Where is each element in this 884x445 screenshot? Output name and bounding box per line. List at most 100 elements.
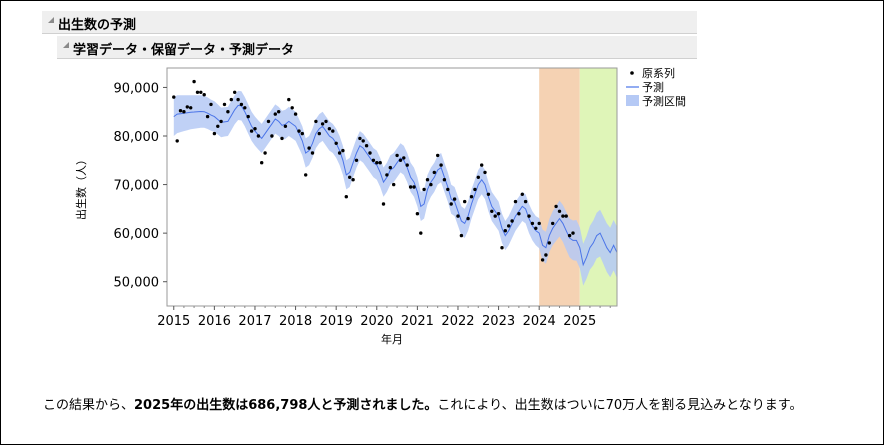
data-point	[392, 182, 396, 187]
data-point	[388, 165, 392, 170]
data-point	[375, 161, 379, 165]
data-point	[527, 214, 531, 218]
data-point	[270, 134, 274, 138]
data-point	[246, 114, 250, 119]
data-point	[402, 156, 406, 160]
data-point	[229, 97, 233, 102]
data-point	[283, 124, 288, 128]
data-point	[439, 163, 443, 167]
plot-frame	[166, 67, 618, 307]
data-point	[544, 253, 548, 257]
data-point	[503, 229, 507, 233]
y-tick-label: 80,000	[114, 130, 160, 145]
data-point	[473, 187, 477, 192]
data-point	[280, 136, 284, 141]
legend-label-forecast: 予測	[642, 80, 664, 94]
x-tick-label: 2019	[320, 314, 353, 329]
legend-marker-interval	[626, 95, 639, 106]
data-point	[222, 102, 227, 107]
data-point	[500, 246, 504, 250]
data-point	[408, 185, 413, 189]
y-tick-label: 90,000	[114, 81, 160, 96]
data-point	[571, 231, 575, 235]
data-point	[567, 233, 572, 238]
caption-text-after: これにより、出生数はついに70万人を割る見込みとなります。	[437, 398, 803, 413]
data-point	[243, 106, 247, 110]
x-tick-label: 2024	[523, 314, 556, 329]
x-tick-label: 2016	[198, 314, 231, 329]
sub-outline-header[interactable]: 学習データ・保留データ・予測データ	[57, 36, 697, 59]
data-point	[310, 151, 315, 155]
data-point	[557, 209, 562, 213]
data-point	[249, 129, 254, 133]
x-tick-label: 2022	[441, 314, 474, 329]
x-axis-label: 年月	[381, 332, 403, 346]
x-tick-label: 2020	[360, 314, 393, 329]
data-point	[216, 124, 220, 128]
data-point	[490, 209, 494, 213]
data-point	[520, 192, 524, 196]
data-point	[331, 129, 335, 133]
data-point	[256, 134, 261, 138]
data-point	[273, 112, 277, 116]
data-point	[236, 97, 240, 102]
y-axis-label: 出生数（人）	[74, 154, 88, 220]
data-point	[219, 119, 223, 124]
data-point	[381, 202, 386, 206]
disclosure-triangle-icon[interactable]	[63, 42, 69, 48]
data-point	[466, 216, 470, 221]
data-point	[412, 185, 416, 189]
data-point	[456, 214, 460, 218]
data-point	[547, 241, 551, 245]
data-point	[175, 139, 179, 143]
data-point	[290, 106, 294, 110]
data-point	[493, 214, 497, 218]
data-point	[449, 202, 453, 206]
data-point	[344, 195, 348, 199]
data-point	[517, 212, 521, 216]
data-point	[432, 170, 436, 175]
outline-header[interactable]: 出生数の予測	[42, 11, 697, 34]
data-point	[564, 214, 568, 218]
data-point	[327, 127, 332, 131]
data-point	[307, 146, 311, 150]
data-point	[436, 153, 440, 158]
data-point	[293, 112, 298, 116]
data-point	[398, 158, 403, 162]
outline-title: 出生数の予測	[58, 18, 137, 33]
data-point	[277, 110, 281, 114]
y-tick-label: 50,000	[114, 276, 160, 291]
x-tick-label: 2018	[279, 314, 312, 329]
x-tick-label: 2023	[482, 314, 515, 329]
data-point	[314, 119, 318, 124]
data-point	[185, 105, 189, 109]
data-point	[300, 131, 304, 136]
y-tick-label: 60,000	[114, 227, 160, 242]
prediction-interval-area	[173, 90, 618, 286]
data-point	[202, 93, 206, 97]
data-point	[361, 139, 365, 143]
data-point	[364, 144, 369, 148]
data-point	[405, 163, 409, 167]
data-point	[189, 106, 193, 110]
data-point	[442, 178, 447, 182]
data-point	[452, 197, 457, 201]
data-point	[317, 131, 321, 136]
prediction-interval-band	[173, 90, 618, 286]
data-point	[496, 212, 501, 216]
data-point	[537, 221, 541, 226]
data-point	[422, 187, 426, 192]
data-point	[523, 199, 528, 204]
data-point	[351, 178, 355, 182]
data-point	[561, 214, 565, 218]
y-tick-label: 70,000	[114, 179, 160, 194]
data-point	[182, 110, 186, 114]
data-point	[415, 212, 420, 216]
data-point	[395, 153, 399, 158]
data-point	[486, 192, 491, 196]
disclosure-triangle-icon[interactable]	[48, 17, 54, 23]
data-point	[304, 173, 308, 177]
data-point	[480, 163, 484, 167]
data-point	[337, 151, 342, 155]
